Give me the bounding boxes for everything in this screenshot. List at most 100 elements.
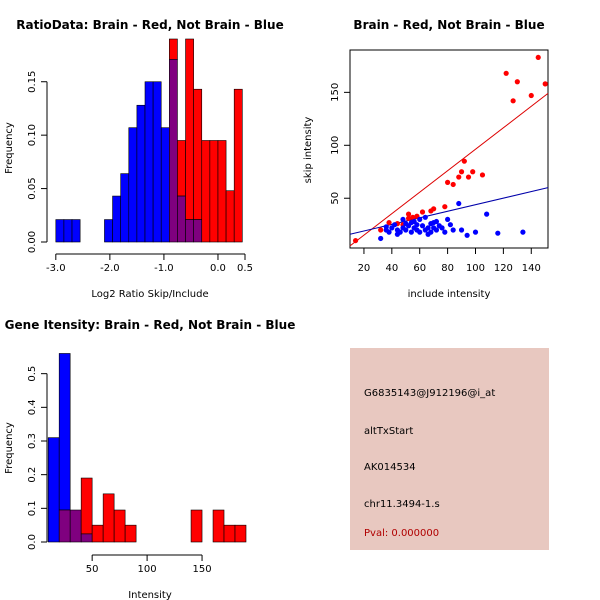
scatter-frame: [349, 49, 549, 249]
info-panel: G6835143@J912196@i_at altTxStart AK01453…: [350, 348, 549, 550]
point-not-brain: [400, 216, 406, 223]
intensity-x-tick-label: 150: [192, 564, 211, 575]
intensity-bar-overlap: [80, 533, 93, 543]
point-not-brain: [450, 227, 456, 233]
point-brain: [378, 227, 384, 233]
ratio-title: RatioData: Brain - Red, Not Brain - Blue: [16, 18, 283, 32]
ratio-bar-overlap: [177, 195, 186, 243]
ratio-bar-not-brain: [120, 173, 130, 243]
ratio-bar-not-brain: [55, 219, 65, 243]
point-not-brain: [433, 227, 440, 233]
ratio-bar-not-brain: [128, 127, 138, 243]
point-not-brain: [458, 227, 465, 233]
point-not-brain: [417, 216, 423, 223]
intensity-histogram: Gene Itensity: Brain - Red, Not Brain - …: [4, 318, 295, 600]
ratio-bar-brain: [233, 88, 243, 243]
ratio-bar-overlap: [193, 219, 203, 243]
point-brain: [386, 219, 392, 226]
scatter-x-tick-label: 120: [494, 263, 513, 274]
point-brain: [450, 181, 456, 188]
intensity-y-tick-label: 0.3: [27, 433, 38, 449]
pval: Pval: 0.000000: [364, 528, 439, 539]
point-brain: [470, 169, 476, 175]
point-not-brain: [419, 223, 426, 229]
ratio-bar-overlap: [185, 219, 194, 243]
ratio-y-tick-label: 0.00: [27, 231, 38, 253]
ratio-bar-not-brain: [152, 81, 162, 243]
ratio-bar-brain: [193, 88, 203, 220]
ratio-x-tick-label: -1.0: [154, 263, 174, 274]
point-not-brain: [422, 214, 428, 220]
point-brain: [431, 206, 437, 212]
ratio-bar-brain: [169, 38, 178, 60]
ratio-bar-not-brain: [104, 219, 113, 243]
ratio-bar-brain: [201, 140, 211, 243]
intensity-y-tick-label: 0.5: [27, 366, 38, 382]
location: chr11.3494-1.s: [364, 499, 440, 510]
intensity-bar-brain: [80, 477, 93, 535]
intensity-bar-brain: [113, 509, 126, 543]
point-brain: [503, 70, 509, 76]
ratio-bar-overlap: [169, 58, 178, 243]
intensity-y-tick-label: 0.2: [27, 467, 38, 483]
event-type: altTxStart: [364, 426, 413, 437]
point-not-brain: [439, 225, 445, 231]
point-not-brain: [464, 232, 470, 238]
point-brain: [419, 209, 426, 215]
scatter-x-tick-label: 40: [385, 263, 398, 274]
point-brain: [465, 174, 472, 180]
point-not-brain: [442, 229, 448, 235]
intensity-bar-not-brain: [47, 437, 60, 543]
intensity-xlabel: Intensity: [128, 590, 172, 600]
point-brain: [405, 215, 412, 221]
point-brain: [528, 92, 534, 99]
intensity-bar-overlap: [58, 509, 71, 543]
accession: AK014534: [364, 462, 416, 473]
scatter-ylabel: skip intensity: [303, 117, 314, 184]
point-not-brain: [472, 229, 479, 235]
ratio-bar-brain: [209, 140, 219, 243]
point-not-brain: [433, 218, 440, 225]
intensity-bar-brain: [124, 524, 137, 543]
intensity-bar-brain: [212, 509, 225, 543]
intensity-title: Gene Itensity: Brain - Red, Not Brain - …: [5, 318, 296, 332]
ratio-bar-not-brain: [136, 104, 146, 243]
intensity-bar-brain: [223, 524, 236, 543]
intensity-bar-brain: [91, 524, 104, 543]
ratio-bar-brain: [217, 140, 227, 243]
point-brain: [352, 237, 359, 244]
scatter-y-tick-label: 150: [330, 83, 341, 102]
scatter-xlabel: include intensity: [408, 289, 491, 300]
point-not-brain: [456, 200, 462, 207]
point-not-brain: [417, 229, 423, 235]
scatter-x-tick-label: 60: [413, 263, 426, 274]
ratio-y-tick-label: 0.05: [27, 177, 38, 199]
point-not-brain: [425, 225, 431, 231]
point-brain: [442, 204, 448, 210]
intensity-ylabel: Frequency: [4, 422, 15, 474]
ratio-y-tick-label: 0.10: [27, 124, 38, 146]
ratio-x-tick-label: 0.0: [210, 263, 226, 274]
point-not-brain: [520, 229, 526, 235]
point-brain: [456, 174, 462, 180]
info-background: [350, 348, 549, 550]
ratio-x-tick-label: -3.0: [46, 263, 66, 274]
fit-line-brain: [349, 93, 549, 247]
probe-id: G6835143@J912196@i_at: [364, 388, 495, 399]
point-not-brain: [386, 229, 392, 235]
scatter-x-tick-label: 80: [441, 263, 454, 274]
intensity-y-tick-label: 0.4: [27, 399, 38, 415]
point-brain: [405, 211, 412, 217]
point-brain: [514, 79, 520, 85]
intensity-y-tick-label: 0.1: [27, 500, 38, 516]
scatter-y-tick-label: 50: [330, 192, 341, 205]
ratio-bar-brain: [185, 38, 194, 220]
point-not-brain: [414, 222, 420, 228]
point-not-brain: [445, 216, 451, 223]
point-not-brain: [397, 229, 403, 235]
intensity-x-tick-label: 100: [138, 564, 157, 575]
intensity-y-tick-label: 0.0: [27, 534, 38, 550]
ratio-bar-not-brain: [144, 81, 154, 243]
intensity-bar-brain: [190, 509, 203, 543]
